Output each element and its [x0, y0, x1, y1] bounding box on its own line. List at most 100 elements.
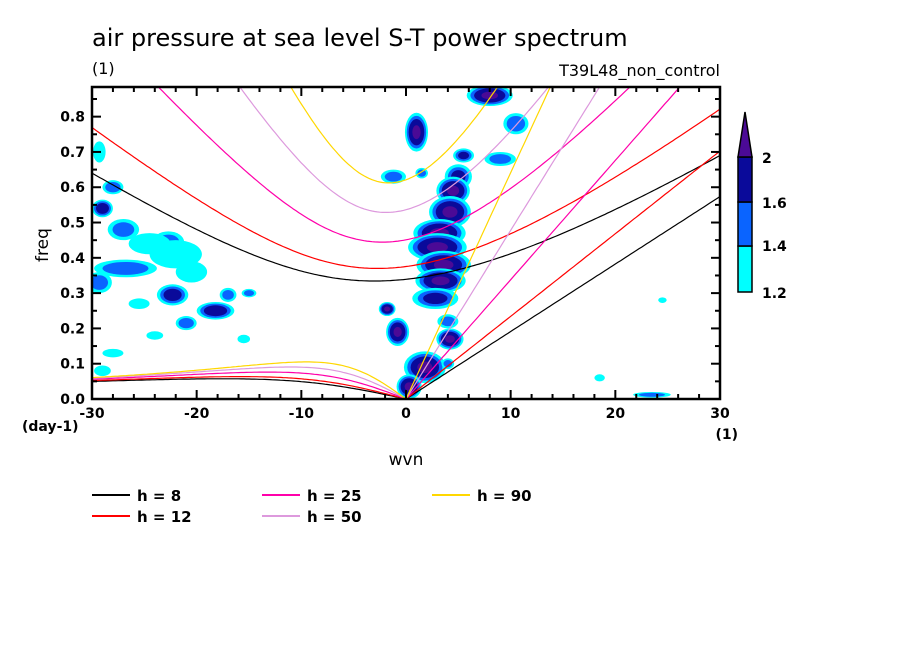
- x-tick-label: 10: [501, 406, 521, 422]
- contour-level-1.4: [243, 290, 255, 297]
- contour-region: [196, 301, 235, 320]
- colorbar-label: 1.4: [762, 239, 787, 255]
- contour-region: [107, 219, 140, 241]
- legend-item: h = 8: [92, 487, 181, 505]
- contour-level-1.6: [203, 305, 228, 317]
- contour-region: [437, 314, 459, 329]
- curve-er1-h90: [92, 361, 407, 399]
- contour-region: [92, 199, 113, 218]
- contour-level-1.4: [222, 289, 234, 300]
- x-tick-label: -30: [79, 406, 105, 422]
- contour-level-1.2: [237, 334, 251, 344]
- contour-level-1.6: [163, 288, 182, 302]
- y-axis-label: freq: [33, 228, 53, 262]
- contour-level-2: [426, 242, 448, 253]
- colorbar-segment: [737, 156, 753, 203]
- curve-ig1-h50: [239, 87, 550, 213]
- contour-level-1.4: [417, 169, 427, 177]
- legend-item: h = 50: [262, 508, 362, 526]
- contour-level-1.2: [128, 233, 171, 255]
- plot-frame: [90, 85, 722, 401]
- curve-kelvin-h50: [405, 87, 601, 399]
- contour-level-2: [431, 276, 450, 286]
- contour-level-2: [417, 361, 433, 373]
- contour-level-1.4: [178, 317, 194, 329]
- contour-region: [102, 348, 124, 358]
- contour-region: [658, 297, 667, 304]
- legend-label: h = 25: [307, 487, 362, 505]
- contour-region: [503, 113, 529, 135]
- contour-region: [94, 365, 111, 377]
- x-tick-labels: -30 -20 -10 0 10 20 30: [79, 406, 730, 422]
- contour-level-1.2: [594, 374, 605, 382]
- contour-region: [175, 316, 197, 331]
- legend-item: h = 12: [92, 508, 192, 526]
- contour-level-1.2: [102, 348, 124, 358]
- contour-level-2: [481, 91, 499, 100]
- contour-level-2: [442, 206, 458, 218]
- contour-region: [380, 169, 406, 184]
- contour-region: [241, 288, 257, 298]
- curve-kelvin-h90: [405, 87, 551, 399]
- colorbar-segment: [737, 245, 753, 293]
- y-tick-label: 0.8: [60, 110, 85, 126]
- curve-kelvin-h12: [405, 150, 720, 399]
- y-tick-label: 0.1: [60, 357, 85, 373]
- contour-level-2: [445, 335, 455, 343]
- contour-layer: [92, 87, 671, 399]
- contour-level-1.4: [489, 154, 512, 164]
- contour-region: [441, 358, 455, 369]
- contour-region: [156, 284, 189, 306]
- chart-subtitle-left: (1): [92, 59, 115, 78]
- contour-region: [146, 331, 164, 340]
- curve-kelvin-h25: [405, 87, 681, 399]
- contour-region: [453, 148, 475, 163]
- curve-er1-h25: [92, 371, 407, 399]
- contour-level-1.2: [94, 365, 111, 377]
- legend-item: h = 25: [262, 487, 362, 505]
- legend: h = 8 h = 12 h = 25 h = 50 h = 90: [92, 487, 532, 526]
- contour-level-1.6: [423, 292, 448, 305]
- contour-region: [404, 112, 428, 152]
- contour-region: [237, 334, 251, 344]
- contour-region: [219, 287, 237, 302]
- curve-ig1-h8: [92, 154, 720, 282]
- contour-level-1.2: [128, 298, 150, 309]
- contour-level-2: [393, 326, 402, 338]
- contour-region: [92, 271, 112, 294]
- contour-region: [594, 374, 605, 382]
- y-tick-label: 0.4: [60, 251, 85, 267]
- contour-region: [102, 180, 124, 195]
- x-axis-label: wvn: [389, 450, 424, 470]
- y-tick-label: 0.7: [60, 145, 85, 161]
- contour-level-1.4: [384, 171, 403, 182]
- contour-level-1.4: [105, 182, 121, 193]
- contour-level-2: [412, 125, 421, 140]
- x-tick-label: -20: [184, 406, 210, 422]
- curve-er1-h50: [92, 366, 407, 399]
- y-tick-label: 0.5: [60, 216, 85, 232]
- curve-ig1-h25: [157, 87, 631, 243]
- x-tick-label: 0: [401, 406, 411, 422]
- contour-region: [415, 167, 428, 179]
- contour-region: [412, 287, 459, 310]
- y-tick-label: 0.2: [60, 321, 85, 337]
- x-tick-label: 20: [606, 406, 626, 422]
- curve-ig1-h12: [92, 108, 720, 269]
- y-tick-labels: 0.0 0.1 0.2 0.3 0.4 0.5 0.6 0.7 0.8: [60, 110, 85, 408]
- legend-label: h = 50: [307, 508, 362, 526]
- curve-er1-h8: [92, 378, 407, 399]
- x-unit-label: (1): [715, 427, 738, 443]
- legend-item: h = 90: [432, 487, 532, 505]
- colorbar-label: 2: [762, 151, 772, 167]
- contour-region: [175, 261, 208, 283]
- contour-region: [128, 233, 171, 255]
- contour-level-1.4: [638, 392, 666, 397]
- contour-level-1.4: [112, 222, 135, 237]
- chart-title: air pressure at sea level S-T power spec…: [92, 24, 628, 52]
- contour-level-2: [404, 382, 414, 392]
- contour-level-1.4: [92, 275, 109, 290]
- colorbar-extend-arrow: [737, 111, 753, 158]
- contour-region: [128, 298, 150, 309]
